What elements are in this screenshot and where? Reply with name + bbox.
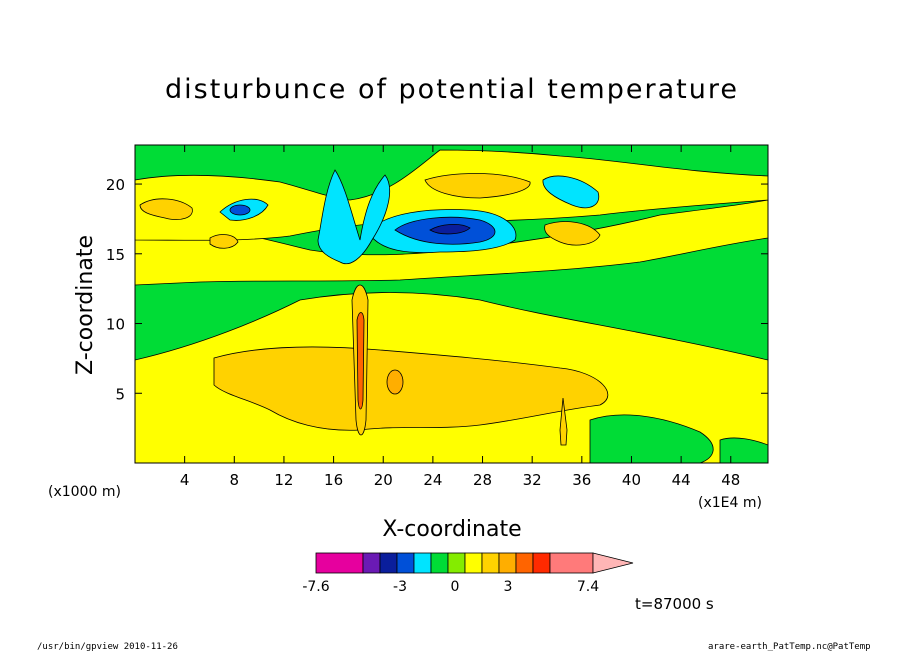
colorbar-tick-label: -3 [393, 579, 407, 595]
x-tick-label: 12 [274, 471, 293, 489]
x-tick-label: 28 [473, 471, 492, 489]
colorbar-box [413, 552, 432, 574]
y-scale-note: (x1000 m) [48, 484, 121, 500]
orange-warm-layer [213, 346, 609, 431]
chart-title: disturbunce of potential temperature [165, 74, 739, 105]
x-tick-label: 4 [180, 471, 190, 489]
colorbar-box [515, 552, 534, 574]
plot-frame [134, 144, 769, 464]
colorbar-box [532, 552, 551, 574]
x-scale-note: (x1E4 m) [698, 495, 762, 511]
colorbar-box [481, 552, 500, 574]
colorbar-tick-label: -7.6 [302, 579, 329, 595]
orange-small-left [209, 234, 239, 249]
x-tick-label: 32 [523, 471, 542, 489]
updraft-core [356, 312, 365, 410]
colorbar-box [549, 552, 594, 574]
colorbar-box [498, 552, 517, 574]
green-small-right [719, 437, 768, 463]
y-axis-label: Z-coordinate [73, 235, 98, 375]
colorbar-tick-label: 7.4 [577, 579, 599, 595]
colorbar-box [464, 552, 483, 574]
x-tick-label: 16 [324, 471, 343, 489]
green-bottom-patch [589, 414, 714, 463]
x-axis-label: X-coordinate [382, 517, 521, 542]
blue-left-blob [229, 204, 251, 216]
y-tick-label: 5 [115, 385, 125, 403]
colorbar-arrow [592, 552, 634, 574]
x-tick-label: 48 [721, 471, 740, 489]
time-label: t=87000 s [635, 595, 714, 613]
orange-far-right [544, 221, 601, 246]
x-tick-label: 44 [672, 471, 691, 489]
x-tick-label: 24 [423, 471, 442, 489]
x-tick-label: 8 [230, 471, 240, 489]
orange-upper-right [424, 173, 531, 199]
x-tick-label: 40 [622, 471, 641, 489]
colorbar [315, 552, 634, 574]
y-tick-label: 20 [106, 176, 125, 194]
cyan-plume [317, 169, 391, 265]
orange-upper-left [139, 198, 193, 220]
colorbar-labels: -7.6 -3 0 3 7.4 [302, 579, 599, 595]
colorbar-box [396, 552, 415, 574]
contour-field [135, 145, 768, 463]
y-tick-label: 10 [106, 316, 125, 334]
x-axis-ticks: 4 8 12 16 20 24 28 32 36 40 44 48 [180, 145, 740, 489]
colorbar-box [379, 552, 398, 574]
colorbar-box [430, 552, 449, 574]
colorbar-box [315, 552, 364, 574]
footer-left: /usr/bin/gpview 2010-11-26 [37, 642, 178, 652]
footer-right: arare-earth_PatTemp.nc@PatTemp [708, 642, 871, 652]
y-tick-label: 15 [106, 246, 125, 264]
colorbar-tick-label: 3 [504, 579, 513, 595]
colorbar-box [362, 552, 381, 574]
cyan-right-blob [542, 175, 600, 209]
colorbar-tick-label: 0 [451, 579, 460, 595]
x-tick-label: 20 [374, 471, 393, 489]
spike-x35 [559, 397, 568, 446]
orange-core [386, 369, 404, 395]
x-tick-label: 36 [572, 471, 591, 489]
darkblue-core [429, 224, 471, 235]
colorbar-box [447, 552, 466, 574]
y-axis-ticks: 5 10 15 20 [106, 176, 768, 403]
